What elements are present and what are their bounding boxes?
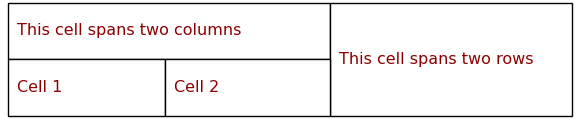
Text: This cell spans two columns: This cell spans two columns [17,23,242,38]
Bar [330,3,572,116]
Bar [8,3,330,59]
Text: Cell 2: Cell 2 [174,80,219,95]
Text: Cell 1: Cell 1 [17,80,63,95]
Text: This cell spans two rows: This cell spans two rows [339,52,534,67]
Bar [165,59,330,116]
Bar [8,59,165,116]
